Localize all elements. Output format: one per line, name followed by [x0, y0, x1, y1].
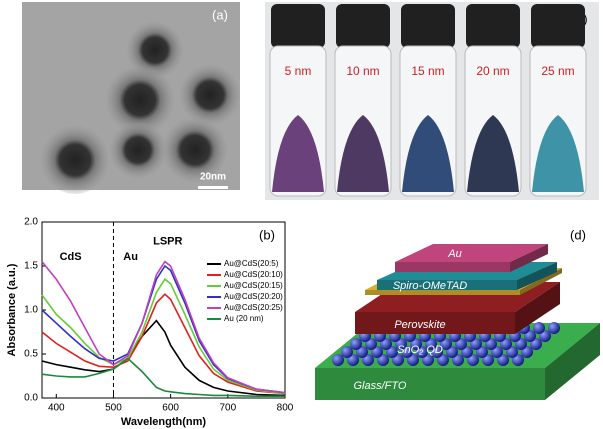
series-line [41, 357, 285, 397]
x-tick-label: 600 [162, 403, 179, 414]
layer-side [510, 244, 548, 272]
scale-bar-label: 20nm [200, 172, 226, 183]
vial-liquid [272, 115, 324, 192]
layer-front [395, 262, 510, 272]
legend-label: Au@CdS(20:10) [224, 270, 283, 279]
vial-label: 10 nm [346, 64, 379, 78]
legend-label: Au@CdS(20:20) [224, 292, 283, 301]
tem-image: (a) 20nm [22, 2, 240, 194]
vial-cap [401, 4, 455, 48]
y-tick-label: 1.5 [24, 261, 38, 272]
series-line [41, 319, 286, 397]
y-tick-label: 2.0 [24, 217, 38, 228]
vial-label: 15 nm [411, 64, 444, 78]
layer-side [515, 282, 560, 334]
layer-side [520, 268, 562, 295]
vial-label: 20 nm [476, 64, 509, 78]
layer-front [365, 290, 520, 295]
absorbance-chart: 0.0 0.5 1.0 1.5 2.0 400 500 600 700 800 Wavelength… [6, 217, 294, 428]
quantum-dot [332, 354, 344, 366]
vial-label: 5 nm [285, 64, 312, 78]
layer-label: Au [447, 248, 461, 260]
y-axis-label: Absorbance (a.u.) [6, 263, 18, 356]
series-line [41, 278, 286, 395]
x-tick-label: 800 [277, 403, 294, 414]
series-line [41, 293, 286, 395]
vial-liquid [467, 115, 519, 192]
layer-front [355, 312, 515, 334]
x-tick-label: 400 [48, 403, 65, 414]
vial-cap [336, 4, 390, 48]
x-tick-label: 500 [105, 403, 122, 414]
vial-liquid [402, 115, 454, 192]
vial-liquid [532, 115, 584, 192]
layer-front [377, 280, 517, 290]
layer-label: Perovskite [394, 319, 445, 331]
vial-label: 25 nm [541, 64, 574, 78]
vial-liquid [337, 115, 389, 192]
y-tick-label: 1.0 [24, 305, 38, 316]
vial-cap [271, 4, 325, 48]
y-tick-label: 0.5 [24, 349, 38, 360]
layer-label: Spiro-OMeTAD [393, 280, 467, 292]
legend-label: Au@CdS(20:5) [224, 259, 279, 268]
vial-cap [531, 4, 585, 48]
layer-label: Glass/FTO [354, 380, 407, 392]
series-line [41, 260, 286, 394]
series-line [41, 264, 286, 394]
panel-label: (d) [570, 227, 586, 242]
layer-front [315, 368, 545, 400]
vial-cap [466, 4, 520, 48]
layer-side [517, 262, 557, 290]
legend-label: Au@CdS(20:25) [224, 303, 283, 312]
quantum-dot [533, 322, 545, 334]
annotation: CdS [60, 251, 82, 263]
vials: 5 nm 10 nm 15 nm 20 nm 25 nm [269, 4, 587, 197]
quantum-dot [341, 346, 353, 358]
panel-label: (a) [212, 7, 228, 22]
quantum-dot [548, 322, 560, 334]
quantum-dot [350, 338, 362, 350]
legend-label: Au@CdS(20:15) [224, 281, 283, 290]
legend-label: Au (20 nm) [224, 314, 264, 323]
panel-label: (b) [259, 227, 275, 242]
x-axis-label: Wavelength(nm) [121, 416, 206, 428]
layer-side [545, 323, 600, 400]
annotation: LSPR [153, 235, 182, 247]
layer-top [395, 244, 548, 262]
x-tick-label: 700 [219, 403, 236, 414]
y-tick-label: 0.0 [24, 393, 38, 404]
layer-label: SnO₂ QD [397, 344, 443, 356]
annotation: Au [123, 251, 138, 263]
